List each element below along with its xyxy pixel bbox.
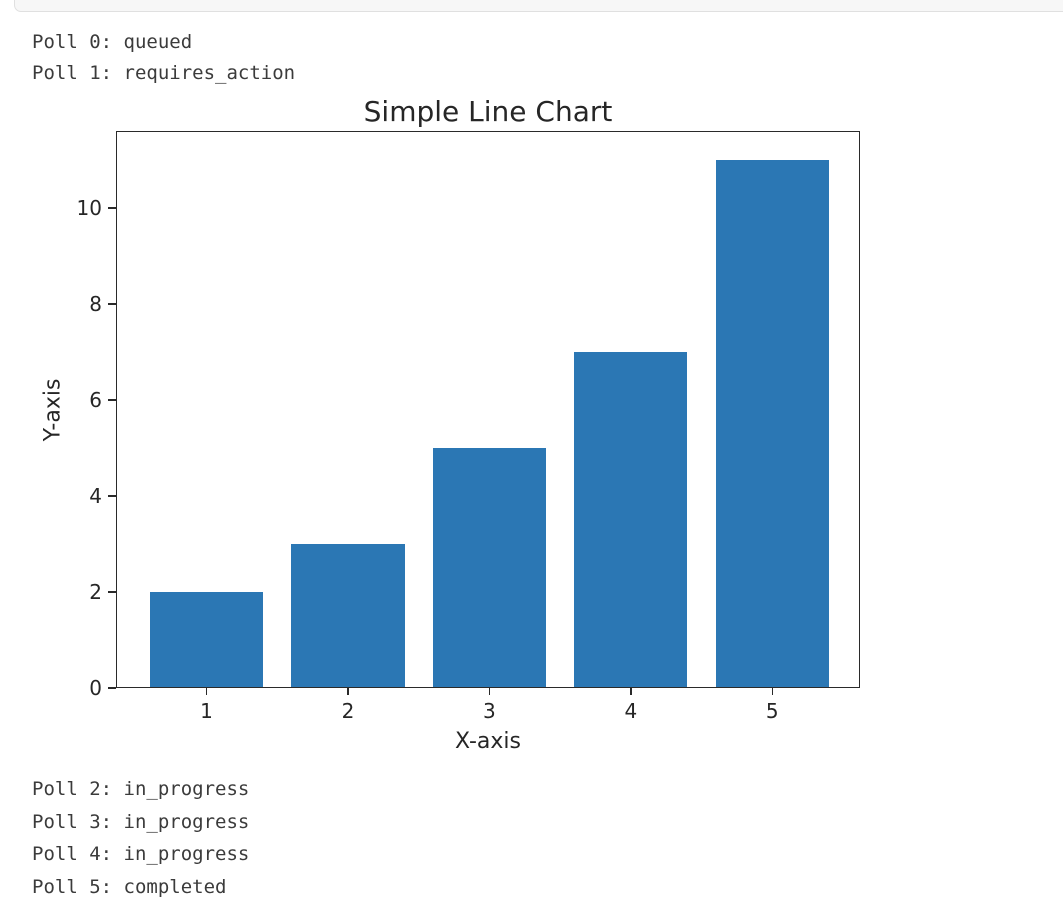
y-tick-label: 8	[89, 291, 102, 316]
y-tick-mark	[108, 207, 116, 209]
x-tick-mark	[347, 688, 349, 695]
y-tick-label: 6	[89, 387, 102, 412]
x-tick-label: 5	[765, 699, 779, 723]
y-tick-mark	[108, 303, 116, 305]
x-tick-label: 1	[200, 699, 213, 723]
stdout-line-poll-2: Poll 2: in_progress	[32, 778, 250, 800]
x-tick-mark	[630, 688, 632, 695]
y-tick-mark	[108, 687, 116, 689]
bar-x3	[432, 447, 546, 688]
y-tick-label: 4	[89, 483, 102, 508]
stdout-line-poll-3: Poll 3: in_progress	[32, 811, 250, 833]
stdout-line-poll-0: Poll 0: queued	[32, 31, 193, 53]
y-tick-label: 10	[76, 195, 102, 220]
stdout-line-poll-1: Poll 1: requires_action	[32, 62, 296, 84]
x-axis-label: X-axis	[455, 729, 521, 754]
y-tick-mark	[108, 591, 116, 593]
previous-cell-bottom-edge[interactable]	[14, 0, 1063, 12]
stdout-line-poll-4: Poll 4: in_progress	[32, 843, 250, 865]
y-tick-label: 2	[89, 579, 102, 604]
x-tick-label: 2	[341, 699, 355, 723]
x-tick-mark	[771, 688, 774, 695]
bar-x1	[149, 591, 264, 688]
chart-title: Simple Line Chart	[363, 95, 613, 128]
x-tick-label: 3	[483, 699, 496, 723]
bar-x2	[291, 543, 405, 688]
y-tick-mark	[108, 495, 116, 497]
x-tick-mark	[205, 688, 208, 695]
stdout-line-poll-5: Poll 5: completed	[32, 876, 227, 898]
y-tick-label: 0	[89, 676, 102, 700]
bar-x4	[574, 351, 688, 688]
bar-x5	[715, 159, 829, 688]
x-tick-label: 4	[624, 699, 638, 723]
x-tick-mark	[488, 688, 491, 695]
y-tick-mark	[108, 399, 116, 401]
